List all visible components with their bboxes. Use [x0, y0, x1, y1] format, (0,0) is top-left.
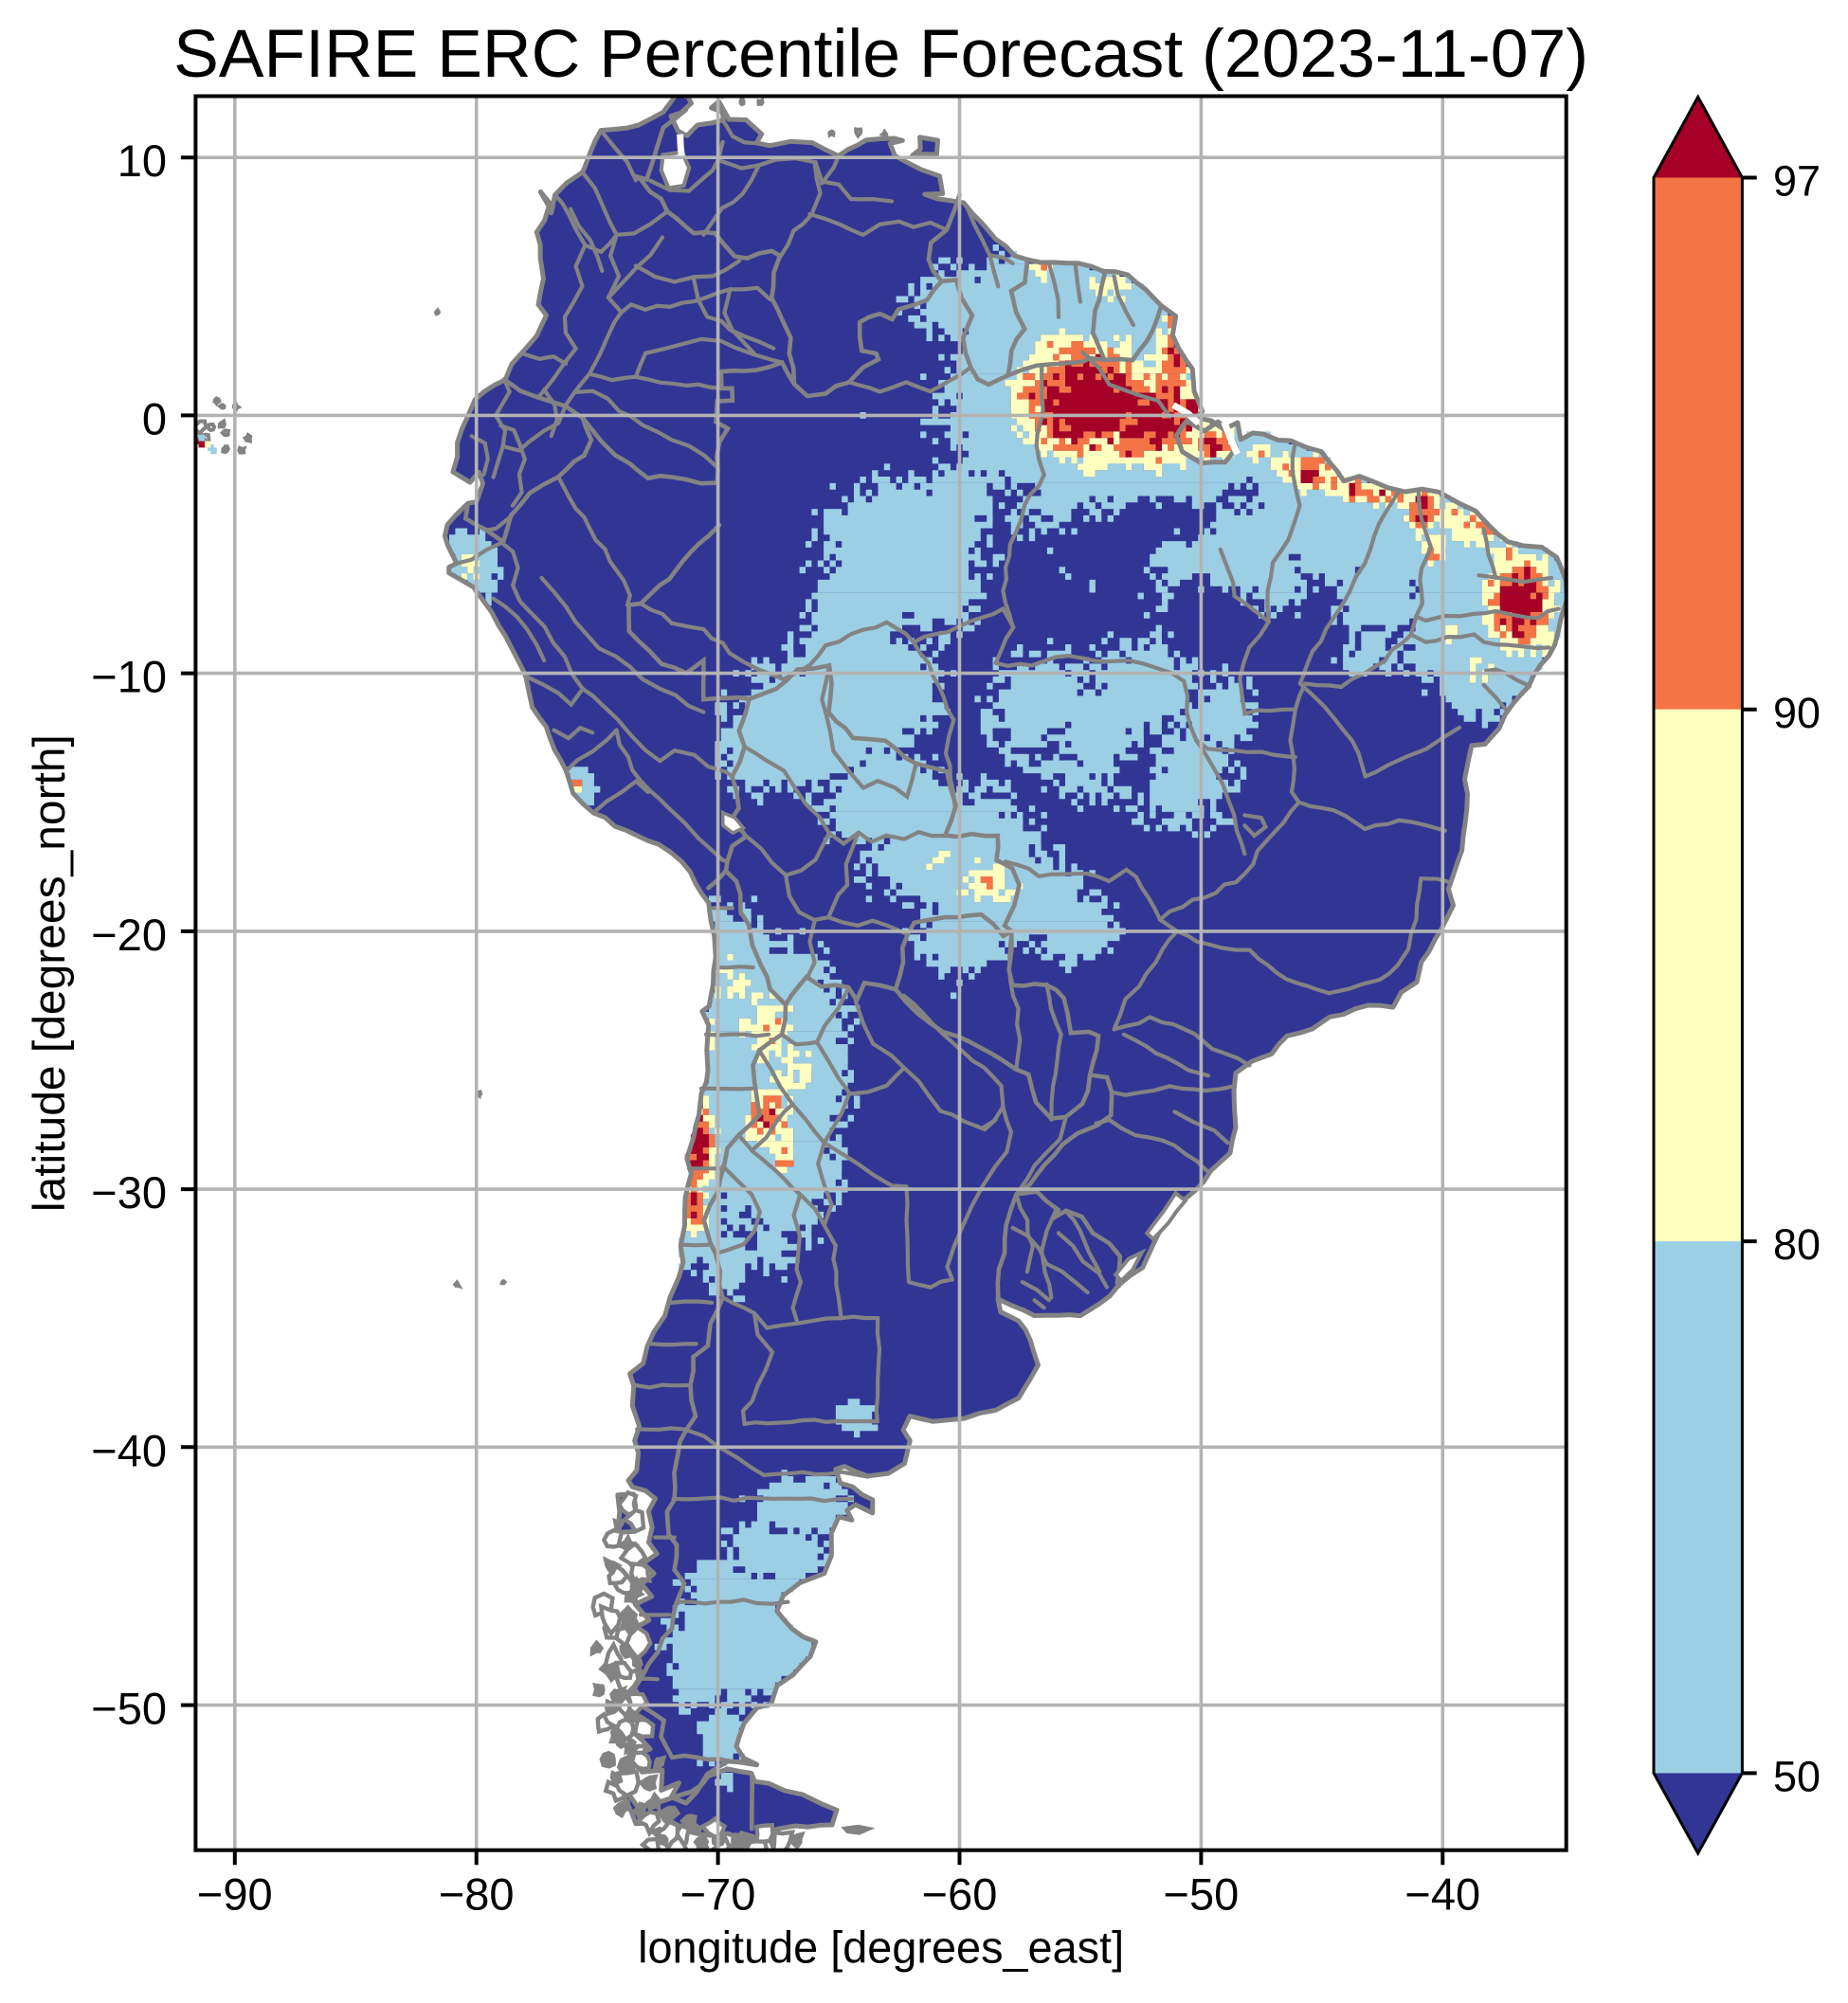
svg-text:80: 80: [1773, 1220, 1821, 1269]
svg-text:−30: −30: [91, 1167, 167, 1218]
svg-text:97: 97: [1773, 157, 1821, 206]
svg-text:SAFIRE ERC Percentile Forecast: SAFIRE ERC Percentile Forecast (2023-11-…: [173, 17, 1588, 92]
svg-text:−20: −20: [91, 910, 167, 960]
svg-text:−80: −80: [439, 1869, 515, 1920]
svg-text:−40: −40: [1404, 1869, 1480, 1920]
svg-text:−50: −50: [91, 1684, 167, 1734]
svg-text:longitude [degrees_east]: longitude [degrees_east]: [638, 1922, 1124, 1973]
svg-text:10: 10: [118, 135, 167, 186]
svg-text:latitude [degrees_north]: latitude [degrees_north]: [24, 734, 74, 1212]
svg-text:−70: −70: [680, 1869, 756, 1920]
svg-text:−10: −10: [91, 652, 167, 702]
svg-text:−90: −90: [197, 1869, 273, 1920]
svg-text:50: 50: [1773, 1752, 1821, 1800]
svg-text:0: 0: [142, 393, 167, 443]
svg-text:−40: −40: [91, 1425, 167, 1475]
svg-text:−60: −60: [922, 1869, 998, 1920]
svg-text:90: 90: [1773, 689, 1821, 737]
svg-text:−50: −50: [1164, 1869, 1240, 1920]
